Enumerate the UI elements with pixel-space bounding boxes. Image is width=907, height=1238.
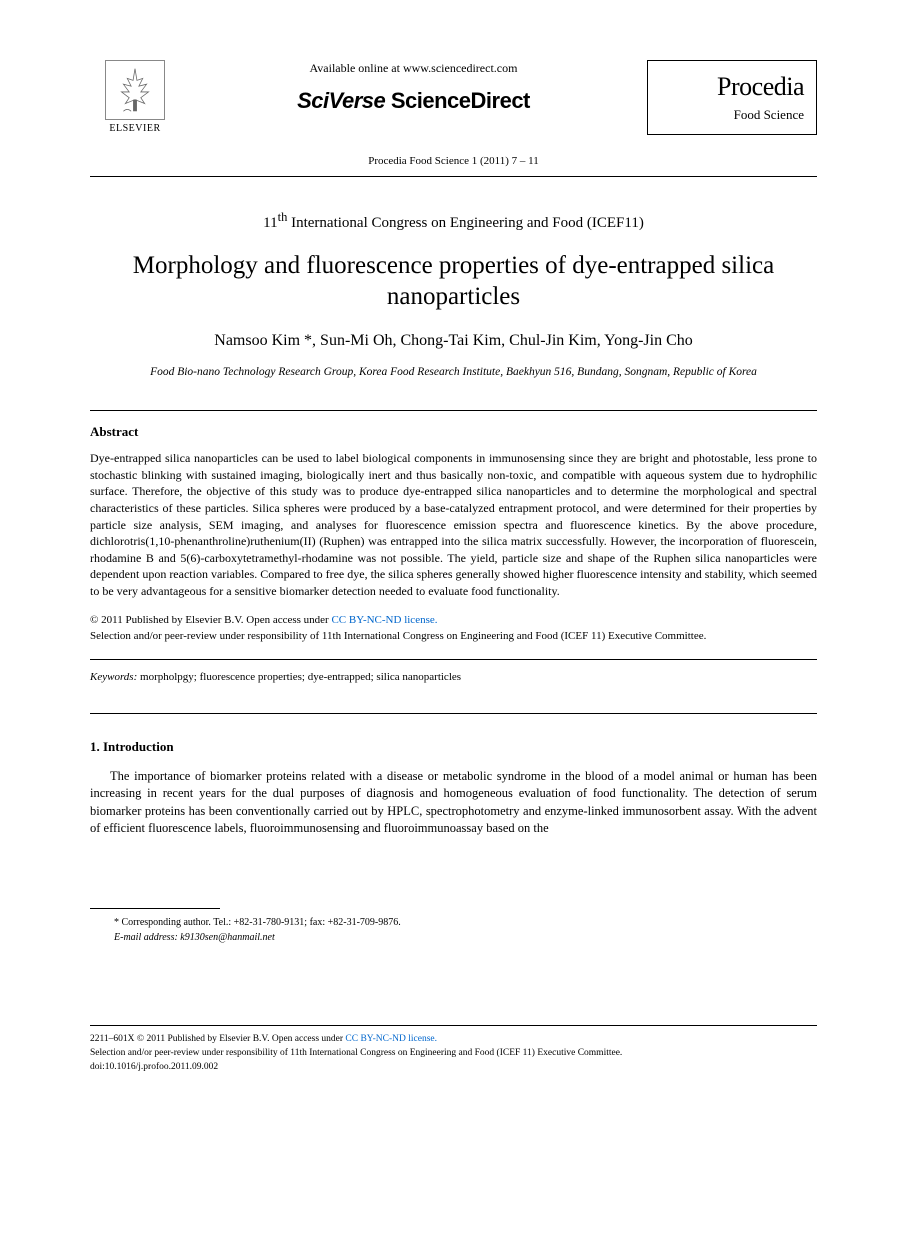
copyright-open-access: Open access under: [246, 614, 331, 626]
footer-issn-line: 2211–601X © 2011 Published by Elsevier B…: [90, 1032, 817, 1046]
intro-heading: 1. Introduction: [90, 738, 817, 756]
abstract-heading: Abstract: [90, 423, 817, 441]
elsevier-label: ELSEVIER: [109, 122, 160, 136]
footer-open-access: Open access under: [272, 1034, 346, 1044]
elsevier-tree-icon: [105, 60, 165, 120]
footer-selection-line: Selection and/or peer-review under respo…: [90, 1046, 817, 1060]
intro-body: The importance of biomarker proteins rel…: [90, 768, 817, 838]
sciverse-suffix: ScienceDirect: [385, 88, 530, 113]
license-link[interactable]: CC BY-NC-ND license.: [331, 614, 437, 626]
footer-block: 2211–601X © 2011 Published by Elsevier B…: [90, 1032, 817, 1075]
copyright-block: © 2011 Published by Elsevier B.V. Open a…: [90, 613, 817, 645]
available-online-text: Available online at www.sciencedirect.co…: [200, 60, 627, 76]
keywords-value: morpholpgy; fluorescence properties; dye…: [137, 671, 461, 683]
footer-doi: doi:10.1016/j.profoo.2011.09.002: [90, 1060, 817, 1074]
email-label: E-mail address: [114, 932, 174, 943]
footnote-block: * Corresponding author. Tel.: +82-31-780…: [114, 915, 817, 945]
footer-rule: [90, 1025, 817, 1026]
article-title: Morphology and fluorescence properties o…: [120, 250, 787, 313]
journal-name: Procedia: [660, 69, 804, 104]
journal-subtitle: Food Science: [660, 106, 804, 124]
authors-line: Namsoo Kim *, Sun-Mi Oh, Chong-Tai Kim, …: [90, 330, 817, 352]
sciverse-prefix: SciVerse: [297, 88, 385, 113]
email-line: E-mail address: k9130sen@hanmail.net: [114, 930, 817, 945]
sciverse-logo: SciVerse ScienceDirect: [200, 86, 627, 116]
keywords-line: Keywords: morpholpgy; fluorescence prope…: [90, 670, 817, 685]
citation-line: Procedia Food Science 1 (2011) 7 – 11: [90, 154, 817, 169]
congress-line: 11th International Congress on Engineeri…: [90, 209, 817, 233]
footnote-rule: [90, 908, 220, 909]
copyright-line2: Selection and/or peer-review under respo…: [90, 630, 706, 642]
corresponding-author: * Corresponding author. Tel.: +82-31-780…: [114, 915, 817, 930]
copyright-line1-prefix: © 2011 Published by Elsevier B.V.: [90, 614, 246, 626]
abstract-body: Dye-entrapped silica nanoparticles can b…: [90, 450, 817, 599]
header-rule: [90, 176, 817, 177]
footer-issn-prefix: 2211–601X © 2011 Published by Elsevier B…: [90, 1034, 272, 1044]
email-value: : k9130sen@hanmail.net: [174, 932, 274, 943]
keywords-label: Keywords:: [90, 671, 137, 683]
affiliation: Food Bio-nano Technology Research Group,…: [150, 364, 757, 380]
keywords-top-rule: [90, 659, 817, 660]
header-row: ELSEVIER Available online at www.science…: [90, 60, 817, 136]
header-center: Available online at www.sciencedirect.co…: [180, 60, 647, 116]
footer-license-link[interactable]: CC BY-NC-ND license.: [345, 1034, 437, 1044]
journal-logo-block: Procedia Food Science: [647, 60, 817, 135]
elsevier-logo-block: ELSEVIER: [90, 60, 180, 136]
